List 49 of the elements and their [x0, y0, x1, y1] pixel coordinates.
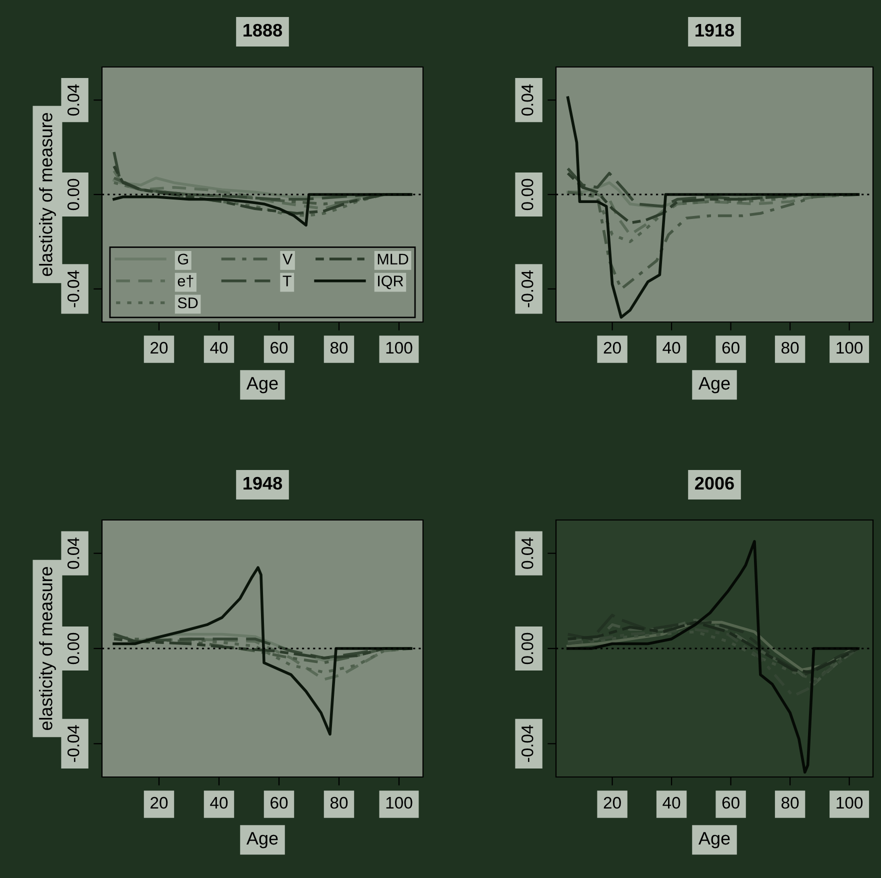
- y-tick-label: 0.04: [521, 538, 534, 569]
- x-tick-label: 40: [662, 796, 680, 809]
- x-axis-title: Age: [246, 377, 278, 394]
- x-tick-label: 100: [836, 796, 863, 809]
- chart-title: 1948: [244, 476, 282, 490]
- x-tick-label: 40: [210, 796, 228, 809]
- y-tick-label: -0.04: [521, 270, 534, 308]
- x-tick-label: 20: [604, 796, 621, 809]
- x-tick-label: 80: [330, 796, 348, 809]
- y-tick-label: 0.04: [67, 538, 80, 569]
- x-tick-label: 40: [210, 342, 228, 354]
- y-tick-label: 0.00: [67, 632, 80, 664]
- x-axis-title: Age: [698, 377, 730, 394]
- y-tick-label: 0.04: [521, 84, 534, 116]
- legend-label: SD: [178, 297, 198, 308]
- x-tick-label: 60: [270, 796, 288, 809]
- x-axis-title: Age: [698, 832, 730, 848]
- y-axis-title: elasticity of measure: [39, 113, 56, 276]
- y-tick-label: -0.04: [67, 725, 80, 762]
- y-tick-label: -0.04: [67, 270, 80, 308]
- x-tick-label: 100: [386, 796, 412, 809]
- legend-label: MLD: [378, 254, 408, 264]
- legend-label: IQR: [378, 276, 404, 290]
- x-tick-label: 100: [386, 342, 412, 354]
- x-tick-label: 60: [270, 342, 288, 354]
- x-axis-title: Age: [246, 832, 278, 848]
- x-tick-label: 60: [722, 342, 740, 354]
- chart-title: 1918: [696, 24, 734, 37]
- y-tick-label: 0.00: [521, 632, 534, 664]
- legend-label: V: [282, 254, 293, 264]
- y-axis-title: elasticity of measure: [39, 567, 56, 730]
- chart-title: 2006: [695, 476, 734, 490]
- x-tick-label: 20: [150, 796, 168, 809]
- x-tick-label: 80: [782, 342, 799, 354]
- x-tick-label: 100: [836, 342, 863, 354]
- x-tick-label: 80: [330, 342, 348, 354]
- y-tick-label: 0.00: [67, 178, 80, 210]
- y-tick-label: -0.04: [521, 725, 534, 762]
- legend-label: e†: [178, 275, 194, 288]
- legend-label: T: [282, 276, 292, 286]
- x-tick-label: 80: [782, 796, 799, 809]
- x-tick-label: 40: [662, 342, 680, 354]
- x-tick-label: 20: [150, 342, 168, 354]
- x-tick-label: 20: [604, 342, 621, 354]
- legend-label: G: [178, 254, 188, 265]
- y-tick-label: 0.00: [521, 178, 534, 210]
- y-tick-label: 0.04: [67, 84, 80, 116]
- x-tick-label: 60: [722, 796, 740, 809]
- chart-title: 1888: [244, 24, 282, 37]
